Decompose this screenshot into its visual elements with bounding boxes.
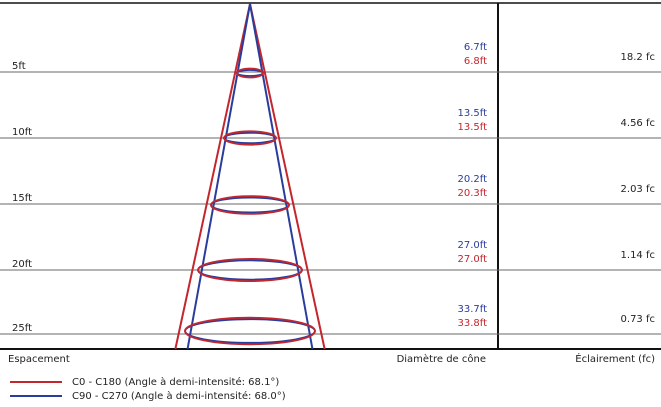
- distance-label: 10ft: [12, 127, 32, 138]
- grid-lines: [0, 71, 661, 335]
- diameter-c90-label: 6.7ft: [464, 42, 487, 53]
- diameter-c0-label: 13.5ft: [457, 122, 487, 133]
- beam-ellipse-c90: [236, 69, 264, 77]
- beam-ellipse-c0: [236, 67, 264, 79]
- diameter-c0-label: 33.8ft: [457, 318, 487, 329]
- spacing-label: Espacement: [8, 354, 70, 365]
- row-labels: 5ft 6.7ft 6.8ft 18.2 fc 10ft 13.5ft 13.5ft 4.56…: [12, 42, 655, 334]
- diameter-c90-label: 20.2ft: [457, 174, 487, 185]
- illuminance-value: 4.56 fc: [621, 118, 655, 129]
- legend: C0 - C180 (Angle à demi-intensité: 68.1°…: [10, 376, 286, 402]
- diameter-c90-label: 33.7ft: [457, 304, 487, 315]
- cone-edge-c90-left: [186, 3, 251, 350]
- diameter-c0-label: 6.8ft: [464, 56, 487, 67]
- beam-ellipse-c0: [210, 195, 290, 215]
- legend-label-c90: C90 - C270 (Angle à demi-intensité: 68.0…: [72, 390, 286, 402]
- beam-ellipse-c0: [223, 130, 277, 146]
- diameter-c90-label: 27.0ft: [457, 240, 487, 251]
- beam-cone: [174, 3, 326, 350]
- frame: [0, 2, 661, 350]
- cone-edge-c0-right: [249, 3, 326, 350]
- illuminance-value: 0.73 fc: [621, 314, 655, 325]
- beam-ellipse-c0: [197, 257, 303, 282]
- distance-label: 5ft: [12, 61, 26, 72]
- cone-edge-c90-right: [249, 3, 314, 350]
- illuminance-value: 1.14 fc: [621, 250, 655, 261]
- distance-label: 20ft: [12, 259, 32, 270]
- illuminance-value: 18.2 fc: [621, 52, 655, 63]
- diameter-label: Diamètre de cône: [397, 353, 486, 365]
- illuminance-value: 2.03 fc: [621, 184, 655, 195]
- diameter-c90-label: 13.5ft: [457, 108, 487, 119]
- legend-label-c0: C0 - C180 (Angle à demi-intensité: 68.1°…: [72, 376, 279, 388]
- beam-ellipse-c0: [184, 316, 316, 346]
- beam-ellipse-c90: [210, 196, 290, 214]
- cone-edge-c0-left: [174, 3, 251, 350]
- diameter-c0-label: 20.3ft: [457, 188, 487, 199]
- diameter-c0-label: 27.0ft: [457, 254, 487, 265]
- distance-label: 25ft: [12, 323, 32, 334]
- distance-label: 15ft: [12, 193, 32, 204]
- beam-ellipse-c90: [184, 318, 316, 344]
- illuminance-label: Éclairement (fc): [575, 352, 655, 365]
